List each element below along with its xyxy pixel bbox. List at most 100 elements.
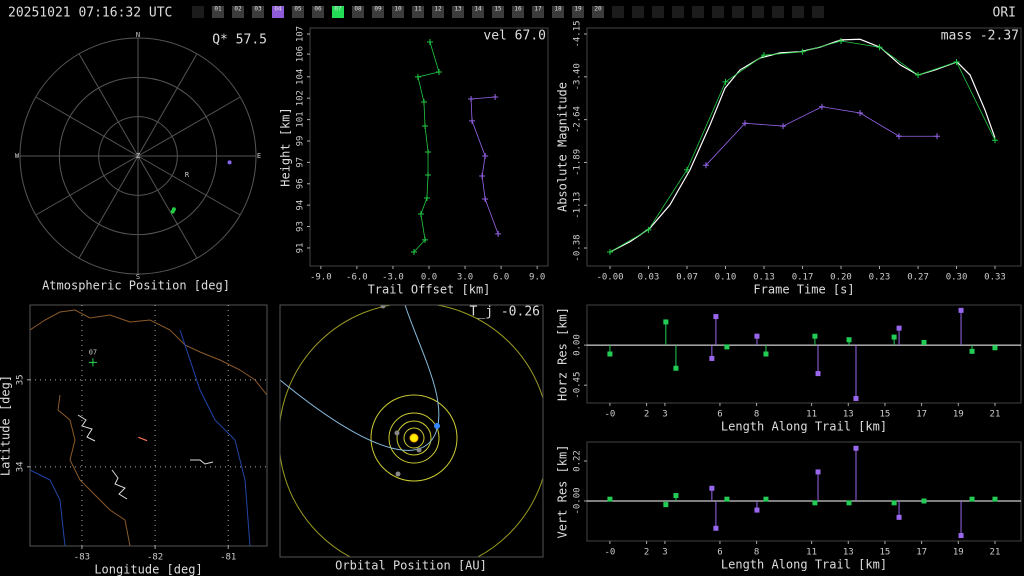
y-tick-label: -1.89: [573, 149, 583, 176]
border: [30, 309, 267, 396]
compass-label: E: [257, 152, 261, 160]
x-tick-label: 21: [990, 410, 1001, 420]
annotation: vel 67.0: [483, 29, 546, 44]
y-axis-label: Vert Res [km]: [556, 445, 570, 539]
camera-box: [352, 6, 364, 18]
camera-label: 02: [234, 6, 242, 13]
point: [479, 173, 486, 180]
point: [742, 120, 749, 127]
camera-box: [752, 6, 764, 18]
spoke: [35, 155, 139, 216]
lake: [111, 469, 128, 500]
sky-point: [170, 209, 175, 214]
camera-box: [492, 6, 504, 18]
point: [763, 351, 769, 357]
point: [760, 52, 767, 59]
x-tick-label: 0.27: [907, 273, 929, 283]
border: [57, 394, 131, 546]
series-line: [609, 38, 996, 253]
camera-label: 12: [434, 6, 442, 13]
orbit-annotation: T_j -0.26: [470, 305, 540, 320]
planet: [394, 430, 400, 436]
point: [958, 533, 964, 539]
x-axis-label: Length Along Trail [km]: [721, 558, 887, 572]
x-tick-label: 8: [754, 548, 759, 558]
x-tick-label: 0.33: [984, 273, 1006, 283]
series-line: [609, 40, 996, 253]
zenith-label: Z: [136, 152, 140, 160]
x-tick-label: 2: [644, 548, 649, 558]
camera-label: 11: [414, 6, 422, 13]
x-tick-label: 2: [644, 410, 649, 420]
x-tick-label: -0: [604, 548, 615, 558]
y-tick-label: 35: [16, 374, 26, 385]
camera-box: [472, 6, 484, 18]
orbit-ring: [370, 394, 458, 482]
camera-label: 03: [254, 6, 262, 13]
x-tick-label: 0.10: [715, 273, 737, 283]
plot-frame: [309, 27, 549, 267]
point: [709, 485, 715, 491]
spoke: [137, 96, 241, 157]
point: [492, 93, 499, 100]
y-tick-label: 0.00: [573, 334, 583, 356]
y-tick-label: 96: [296, 178, 306, 189]
point: [414, 73, 421, 80]
point: [673, 493, 679, 499]
point: [953, 58, 960, 65]
compass-label: W: [15, 152, 20, 160]
point: [607, 496, 613, 502]
camera-label: 06: [314, 6, 322, 13]
y-tick-label: 106: [296, 46, 306, 62]
orbit-ring: [388, 412, 440, 464]
camera-box: [692, 6, 704, 18]
point: [709, 355, 715, 361]
camera-label: 07: [334, 6, 342, 13]
point: [482, 196, 489, 203]
x-tick-label: -81: [220, 553, 236, 563]
point: [838, 37, 845, 44]
y-axis-label: Absolute Magnitude: [556, 82, 570, 212]
y-tick-label: 94: [296, 200, 306, 211]
x-tick-label: 6.0: [493, 273, 509, 283]
point: [799, 48, 806, 55]
point: [724, 344, 730, 350]
planet: [380, 305, 386, 309]
x-tick-label: 9.0: [529, 273, 545, 283]
point: [921, 498, 927, 504]
point: [754, 333, 760, 339]
point: [846, 500, 852, 506]
point: [921, 339, 927, 345]
point: [891, 334, 897, 340]
series-line: [470, 96, 499, 235]
point: [724, 496, 730, 502]
point: [420, 98, 427, 105]
camera-label: 10: [394, 6, 402, 13]
x-axis-label: Longitude [deg]: [94, 563, 202, 576]
planet: [416, 447, 422, 453]
point: [891, 500, 897, 506]
camera-box: [572, 6, 584, 18]
x-tick-label: -6.0: [346, 273, 368, 283]
point: [818, 103, 825, 110]
camera-box: [512, 6, 524, 18]
camera-label: 19: [574, 6, 582, 13]
y-tick-label: -1.13: [573, 192, 583, 219]
y-tick-label: 93: [296, 221, 306, 232]
annotation: Q* 57.5: [212, 33, 267, 48]
camera-box: [652, 6, 664, 18]
y-axis-label: Latitude [deg]: [0, 375, 13, 476]
sun: [409, 433, 419, 443]
orbit-frame: [279, 304, 544, 558]
camera-box: [612, 6, 624, 18]
y-tick-label: 0.22: [573, 450, 583, 472]
point: [607, 351, 613, 357]
x-tick-label: -0: [604, 410, 615, 420]
point: [606, 248, 613, 255]
point: [482, 152, 489, 159]
point: [417, 210, 424, 217]
point: [673, 365, 679, 371]
x-tick-label: 11: [806, 548, 817, 558]
x-tick-label: 0.0: [421, 273, 437, 283]
point: [645, 226, 652, 233]
